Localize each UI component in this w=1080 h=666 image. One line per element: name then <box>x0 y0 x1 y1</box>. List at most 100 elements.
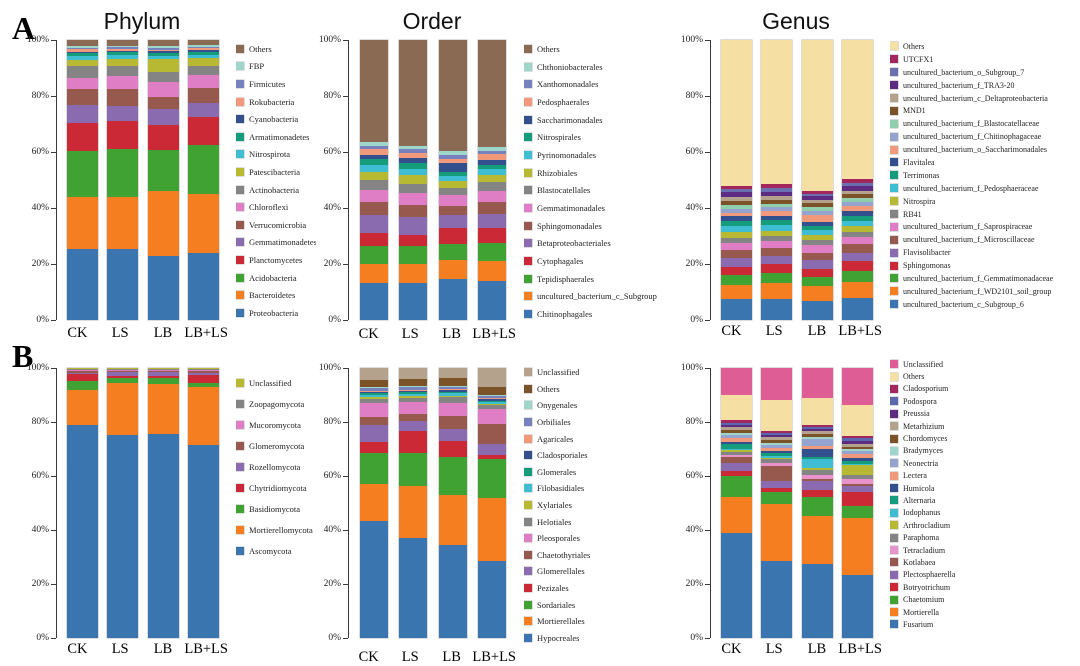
y-tick-mark <box>343 263 348 265</box>
bar-segment <box>107 65 139 77</box>
bar-segment <box>107 435 139 638</box>
legend-swatch <box>890 484 898 493</box>
legend-label: Basidiomycota <box>249 503 300 514</box>
bar-segment <box>761 442 793 446</box>
bar-segment <box>147 50 179 54</box>
panel-a-label: A <box>12 10 36 46</box>
legend-swatch <box>236 203 244 212</box>
legend-label: Pedosphaerales <box>537 96 590 107</box>
legend-swatch <box>890 158 898 167</box>
y-tick-mark <box>705 583 710 585</box>
bar-segment <box>399 389 428 391</box>
legend-swatch <box>890 446 898 455</box>
bar-segment <box>801 252 833 260</box>
legend-item: uncultured_bacterium_o_Subgroup_7 <box>890 66 1080 79</box>
y-tick-label: 60% <box>685 471 703 481</box>
bar-segment <box>720 226 752 232</box>
bar-segment <box>842 198 874 202</box>
bar-segment <box>842 479 874 484</box>
bar-segment <box>438 440 467 457</box>
bar-segment <box>188 45 220 47</box>
bar-segment <box>438 386 467 389</box>
legend-swatch <box>524 186 532 195</box>
y-tick-label: 0% <box>690 315 703 325</box>
legend-item: Mortierella <box>890 606 1080 618</box>
y-tick-label: 20% <box>31 579 49 589</box>
bar-segment <box>761 236 793 242</box>
chart-bacteria-phylum: Phylum Relative abundance (%)0%20%40%60%… <box>8 8 316 342</box>
legend-swatch <box>890 261 898 270</box>
legend-item: Blastocatellales <box>524 182 706 200</box>
legend-label: Chordomyces <box>903 434 948 444</box>
legend-label: Rokubacteria <box>249 96 295 107</box>
bar-segment <box>107 370 139 372</box>
legend-item: Sordariales <box>524 596 706 613</box>
legend-item: Gemmatimonadales <box>524 199 706 217</box>
stacked-bar-CK <box>720 368 752 638</box>
bar-segment <box>761 466 793 482</box>
bar-segment <box>66 369 98 371</box>
bar-segment <box>360 214 389 234</box>
bar-segment <box>761 432 793 436</box>
x-category-label: LB+LS <box>184 324 228 341</box>
legend-item: Glomeromycota <box>236 435 316 456</box>
bar-segment <box>842 190 874 195</box>
bar-segment <box>842 194 874 199</box>
legend-item: Nitrospira <box>890 195 1080 208</box>
legend-item: Metarhizium <box>890 420 1080 432</box>
y-tick-label: 40% <box>685 525 703 535</box>
bar-segment <box>399 183 428 194</box>
bar-segment <box>66 51 98 53</box>
legend-label: uncultured_bacterium_f_WD2101_soil_group <box>903 286 1052 296</box>
y-tick-mark <box>51 39 56 41</box>
y-tick-mark <box>343 207 348 209</box>
bar-segment <box>188 48 220 51</box>
legend-item: Patescibacteria <box>236 163 316 181</box>
bar-segment <box>107 45 139 48</box>
legend-label: uncultured_bacterium_o_Subgroup_7 <box>903 67 1025 77</box>
legend-label: Podospora <box>903 396 937 406</box>
legend-label: Plectosphaerella <box>903 570 956 580</box>
legend: Unclassified Zoopagomycota Mucoromycota Glo… <box>236 372 316 561</box>
legend-label: Bradymyces <box>903 446 943 456</box>
bar-segment <box>761 40 793 185</box>
y-tick-label: 80% <box>323 91 341 101</box>
y-tick-label: 60% <box>323 471 341 481</box>
bar-segment <box>66 380 98 390</box>
legend-label: Betaproteobacteriales <box>537 238 611 249</box>
bar-segment <box>801 516 833 565</box>
legend-label: Terrimonas <box>903 170 940 180</box>
legend-label: Cladosporium <box>903 384 949 394</box>
legend-label: Others <box>249 43 272 54</box>
legend-swatch <box>890 119 898 128</box>
legend-label: uncultured_bacterium_c_Subgroup_6 <box>903 299 1024 309</box>
legend-item: Betaproteobacteriales <box>524 235 706 253</box>
bar-segment <box>66 40 98 47</box>
bar-segment <box>720 275 752 285</box>
bar-segment <box>801 215 833 223</box>
x-category-label: CK <box>67 324 88 341</box>
legend-item: Basidiomycota <box>236 498 316 519</box>
bar-segment <box>147 47 179 50</box>
bar-segment <box>761 463 793 467</box>
stacked-bar-LS <box>761 40 793 320</box>
bar-segment <box>801 245 833 253</box>
chart-body: Relative abundance (%)0%20%40%60%80%100%… <box>8 35 316 325</box>
legend-label: Flavitalea <box>903 157 935 167</box>
legend-swatch <box>890 608 898 616</box>
bar-segment <box>761 481 793 488</box>
chart-fungi-genus: Relative abundance (%)0%20%40%60%80%100%… <box>668 352 1080 658</box>
legend-swatch <box>890 360 898 369</box>
legend-label: Mortierellomycota <box>249 524 313 535</box>
bar-segment <box>399 193 428 206</box>
bar-segment <box>761 452 793 456</box>
bar-segment <box>720 457 752 463</box>
stacked-bar-CK <box>66 368 98 638</box>
bar-segment <box>477 396 506 398</box>
bar-segment <box>761 448 793 451</box>
bar-segment <box>438 176 467 182</box>
plot-area <box>710 368 883 638</box>
legend-item: Sphingomonadales <box>524 217 706 235</box>
bar-segment <box>842 574 874 638</box>
x-category-label: LB <box>807 323 827 339</box>
